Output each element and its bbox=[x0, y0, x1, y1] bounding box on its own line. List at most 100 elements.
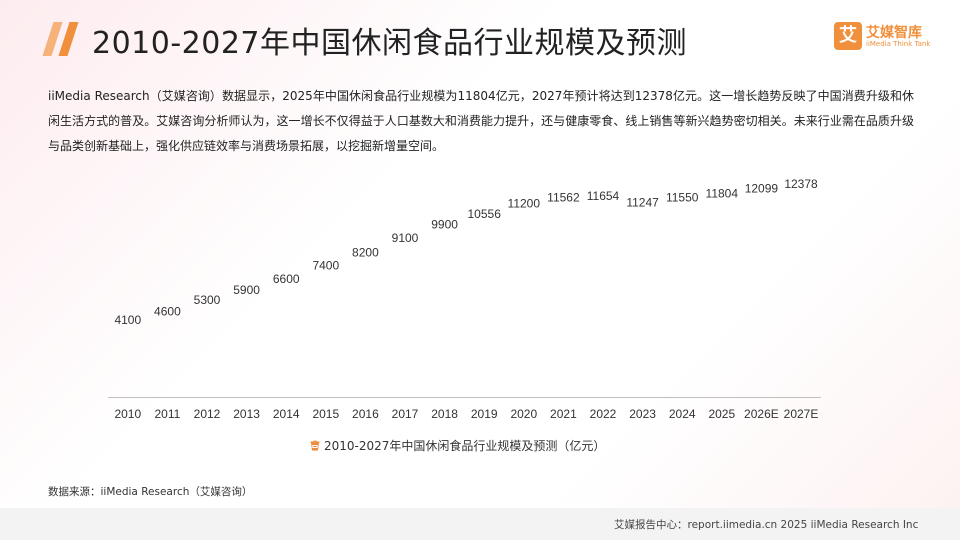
bar-icon bbox=[515, 371, 533, 389]
value-label: 12378 bbox=[784, 177, 818, 191]
bar-icon bbox=[555, 371, 572, 389]
bar-icon bbox=[475, 290, 493, 309]
bar-icon bbox=[634, 233, 651, 252]
bar-icon bbox=[475, 371, 493, 389]
bar-icon bbox=[555, 256, 572, 275]
bar-icon bbox=[713, 267, 731, 286]
bar-icon bbox=[673, 267, 691, 286]
bar-icon bbox=[238, 313, 255, 332]
bar-icon bbox=[673, 210, 691, 229]
bar-icon bbox=[515, 233, 533, 252]
bar-icon bbox=[713, 233, 731, 252]
value-label: 11247 bbox=[626, 196, 659, 210]
bar-2021 bbox=[555, 207, 572, 397]
bar-icon bbox=[555, 244, 572, 263]
bar-icon bbox=[436, 279, 453, 298]
x-tick-label: 2014 bbox=[273, 407, 300, 421]
bar-icon bbox=[396, 325, 414, 343]
bar-icon bbox=[396, 290, 414, 309]
bar-icon bbox=[753, 336, 770, 355]
bar-icon bbox=[555, 336, 572, 355]
bar-icon bbox=[396, 359, 414, 378]
bar-icon bbox=[119, 329, 137, 343]
bar-icon bbox=[515, 313, 533, 332]
bar-icon bbox=[792, 325, 810, 343]
bar-icon bbox=[277, 313, 295, 332]
bar-icon bbox=[357, 336, 374, 355]
bar-icon bbox=[753, 348, 770, 366]
x-tick-label: 2027E bbox=[784, 407, 819, 421]
bar-icon bbox=[753, 210, 770, 229]
bar-icon bbox=[317, 348, 335, 366]
brand-logo[interactable]: 艾 艾媒智库 iiMedia Think Tank bbox=[834, 22, 934, 56]
bar-icon bbox=[634, 302, 651, 320]
bar-icon bbox=[634, 290, 651, 309]
bar-icon bbox=[396, 267, 414, 286]
bar-icon bbox=[753, 279, 770, 298]
value-label: 11550 bbox=[666, 191, 699, 205]
bar-icon bbox=[713, 371, 731, 389]
bar-2018 bbox=[436, 234, 453, 397]
bar-icon bbox=[792, 359, 810, 378]
bar-icon bbox=[317, 359, 335, 378]
bar-icon bbox=[396, 256, 414, 275]
bar-icon bbox=[792, 233, 810, 252]
bar-icon bbox=[277, 290, 295, 309]
bar-icon bbox=[792, 244, 810, 263]
bar-icon bbox=[753, 267, 770, 286]
value-label: 5300 bbox=[194, 293, 221, 307]
bar-icon bbox=[753, 359, 770, 378]
bar-icon bbox=[673, 348, 691, 366]
bar-icon bbox=[475, 359, 493, 378]
bar-icon bbox=[634, 359, 651, 378]
bar-icon bbox=[673, 302, 691, 320]
bar-icon bbox=[713, 325, 731, 343]
bar-icon bbox=[594, 279, 612, 298]
bar-icon bbox=[792, 348, 810, 366]
bar-icon bbox=[436, 302, 453, 320]
bar-icon bbox=[792, 279, 810, 298]
bar-icon bbox=[673, 244, 691, 263]
bar-icon bbox=[277, 359, 295, 378]
bar-icon bbox=[753, 256, 770, 275]
footer-bar bbox=[0, 508, 960, 540]
bar-icon bbox=[673, 233, 691, 252]
bar-icon bbox=[436, 313, 453, 332]
bar-2026E bbox=[753, 198, 770, 397]
logo-name: 艾媒智库 bbox=[866, 25, 922, 41]
bar-icon bbox=[594, 348, 612, 366]
bar-icon bbox=[673, 336, 691, 355]
bar-icon bbox=[594, 256, 612, 275]
bar-icon bbox=[277, 302, 295, 320]
bar-icon bbox=[634, 313, 651, 332]
bar-icon bbox=[396, 313, 414, 332]
bar-icon bbox=[317, 313, 335, 332]
bar-icon bbox=[357, 302, 374, 320]
bar-icon bbox=[436, 234, 453, 252]
bar-2016 bbox=[357, 262, 374, 397]
bar-icon bbox=[753, 325, 770, 343]
bar-icon bbox=[436, 244, 453, 263]
bar-2017 bbox=[396, 247, 414, 397]
bar-icon bbox=[238, 336, 255, 355]
bar-icon bbox=[317, 279, 335, 298]
x-tick-label: 2022 bbox=[590, 407, 617, 421]
bar-icon bbox=[634, 325, 651, 343]
bar-icon bbox=[634, 336, 651, 355]
bar-icon bbox=[594, 221, 612, 240]
bar-icon bbox=[436, 256, 453, 275]
bar-icon bbox=[555, 359, 572, 378]
x-tick-label: 2017 bbox=[392, 407, 419, 421]
bar-icon bbox=[753, 302, 770, 320]
bar-2020 bbox=[515, 213, 533, 397]
x-tick-label: 2021 bbox=[550, 407, 577, 421]
bar-icon bbox=[515, 302, 533, 320]
bar-icon bbox=[198, 348, 216, 366]
bar-icon bbox=[119, 348, 137, 366]
bar-icon bbox=[475, 223, 493, 240]
bar-icon bbox=[238, 348, 255, 366]
x-tick-label: 2020 bbox=[510, 407, 537, 421]
value-label: 10556 bbox=[468, 207, 502, 221]
bar-icon bbox=[673, 371, 691, 389]
legend-icon bbox=[310, 440, 320, 451]
